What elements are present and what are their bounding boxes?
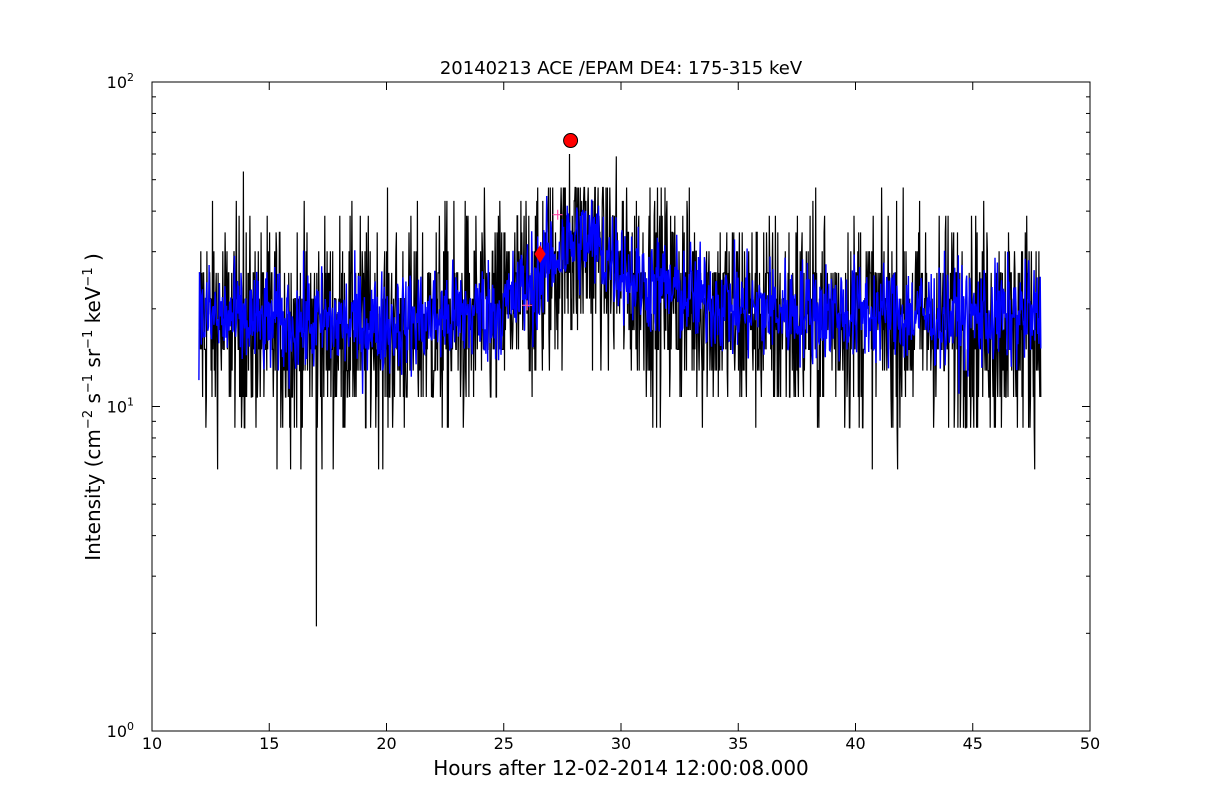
x-tick-label: 20	[376, 734, 396, 753]
x-tick-label: 35	[728, 734, 748, 753]
y-axis-label: Intensity (cm−2 s−1 sr−1 keV−1 )	[81, 253, 105, 561]
peak-marker-circle	[563, 133, 579, 149]
y-label-part: )	[81, 253, 105, 267]
x-tick-label: 10	[142, 734, 162, 753]
plus-marker-2	[522, 300, 533, 311]
y-label-part: Intensity (cm	[81, 429, 105, 561]
y-label-part: keV	[81, 286, 105, 330]
y-label-part: sr	[81, 348, 105, 374]
series-blue-line	[198, 195, 1042, 394]
x-tick-label: 30	[611, 734, 631, 753]
y-label-part: −1	[81, 374, 96, 393]
x-tick-label: 45	[963, 734, 983, 753]
chart-title: 20140213 ACE /EPAM DE4: 175-315 keV	[440, 58, 803, 79]
x-tick-label: 50	[1080, 734, 1100, 753]
y-label-part: −1	[81, 330, 96, 349]
y-label-part: −1	[81, 267, 96, 286]
x-tick-label: 25	[494, 734, 514, 753]
x-axis-label: Hours after 12-02-2014 12:00:08.000	[433, 756, 809, 780]
y-label-part: −2	[81, 410, 96, 429]
plus-marker-3	[552, 209, 563, 220]
onset-marker-diamond	[534, 245, 546, 263]
x-tick-label: 40	[845, 734, 865, 753]
x-axis: 10 15 20 25 30 35 40 45 50	[142, 82, 1100, 753]
x-tick-label: 15	[259, 734, 279, 753]
y-label-part: s	[81, 393, 105, 410]
